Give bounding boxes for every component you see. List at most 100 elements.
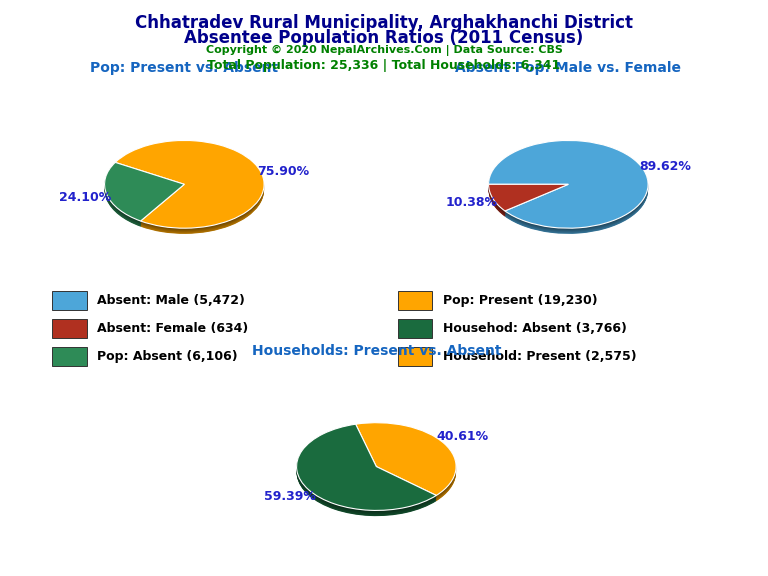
Wedge shape <box>296 427 436 513</box>
Wedge shape <box>488 185 568 211</box>
Wedge shape <box>104 166 184 225</box>
Wedge shape <box>115 144 264 232</box>
Wedge shape <box>488 142 648 230</box>
Text: 24.10%: 24.10% <box>59 191 111 204</box>
Wedge shape <box>296 430 436 516</box>
Wedge shape <box>488 187 568 213</box>
Wedge shape <box>115 145 264 233</box>
Wedge shape <box>296 429 436 515</box>
Wedge shape <box>488 186 568 213</box>
Wedge shape <box>296 430 436 516</box>
Bar <box>52 291 87 310</box>
Wedge shape <box>488 143 648 230</box>
Wedge shape <box>296 426 436 512</box>
Wedge shape <box>356 423 456 497</box>
Wedge shape <box>115 143 264 231</box>
Wedge shape <box>488 185 568 212</box>
Wedge shape <box>115 145 264 233</box>
Wedge shape <box>488 145 648 233</box>
Text: Absent: Male (5,472): Absent: Male (5,472) <box>97 294 245 308</box>
Wedge shape <box>356 423 456 496</box>
Wedge shape <box>115 146 264 233</box>
Text: Chhatradev Rural Municipality, Arghakhanchi District: Chhatradev Rural Municipality, Arghakhan… <box>135 14 633 32</box>
Title: Households: Present vs. Absent: Households: Present vs. Absent <box>252 343 501 358</box>
Wedge shape <box>356 426 456 499</box>
Text: 40.61%: 40.61% <box>437 430 489 444</box>
Wedge shape <box>296 429 436 515</box>
Bar <box>398 347 432 366</box>
Wedge shape <box>488 144 648 232</box>
Wedge shape <box>488 190 568 217</box>
Wedge shape <box>296 424 436 510</box>
Wedge shape <box>488 184 568 211</box>
Wedge shape <box>104 166 184 224</box>
Wedge shape <box>115 141 264 229</box>
Bar <box>398 291 432 310</box>
Bar <box>398 319 432 338</box>
Wedge shape <box>104 167 184 226</box>
Wedge shape <box>488 189 568 215</box>
Wedge shape <box>488 145 648 233</box>
Text: Househod: Absent (3,766): Househod: Absent (3,766) <box>442 322 627 335</box>
Wedge shape <box>488 141 648 229</box>
Title: Absent Pop: Male vs. Female: Absent Pop: Male vs. Female <box>455 61 681 75</box>
Text: Copyright © 2020 NepalArchives.Com | Data Source: CBS: Copyright © 2020 NepalArchives.Com | Dat… <box>206 45 562 56</box>
Wedge shape <box>115 141 264 228</box>
Wedge shape <box>488 144 648 232</box>
Wedge shape <box>488 143 648 231</box>
Wedge shape <box>104 168 184 226</box>
Text: Absent: Female (634): Absent: Female (634) <box>97 322 248 335</box>
Wedge shape <box>115 142 264 230</box>
Wedge shape <box>115 142 264 230</box>
Wedge shape <box>104 164 184 222</box>
Wedge shape <box>488 188 568 214</box>
Wedge shape <box>356 426 456 498</box>
Wedge shape <box>356 425 456 497</box>
Wedge shape <box>104 166 184 225</box>
Text: Total Population: 25,336 | Total Households: 6,341: Total Population: 25,336 | Total Househo… <box>207 59 561 73</box>
Wedge shape <box>488 187 568 214</box>
Wedge shape <box>356 429 456 501</box>
Text: Household: Present (2,575): Household: Present (2,575) <box>442 350 637 363</box>
Wedge shape <box>488 141 648 229</box>
Wedge shape <box>488 146 648 233</box>
Wedge shape <box>104 165 184 224</box>
Wedge shape <box>104 163 184 222</box>
Wedge shape <box>296 425 436 511</box>
Text: 89.62%: 89.62% <box>639 160 691 173</box>
Wedge shape <box>488 185 568 213</box>
Wedge shape <box>104 168 184 227</box>
Wedge shape <box>115 141 264 229</box>
Wedge shape <box>296 428 436 514</box>
Wedge shape <box>104 165 184 223</box>
Wedge shape <box>296 427 436 513</box>
Wedge shape <box>356 427 456 500</box>
Wedge shape <box>296 425 436 511</box>
Bar <box>52 347 87 366</box>
Wedge shape <box>356 423 456 495</box>
Wedge shape <box>488 188 568 215</box>
Text: 59.39%: 59.39% <box>263 490 316 503</box>
Title: Pop: Present vs. Absent: Pop: Present vs. Absent <box>91 61 278 75</box>
Wedge shape <box>115 146 264 234</box>
Text: 10.38%: 10.38% <box>445 196 498 209</box>
Wedge shape <box>296 426 436 512</box>
Wedge shape <box>356 424 456 497</box>
Wedge shape <box>296 427 436 514</box>
Text: Pop: Present (19,230): Pop: Present (19,230) <box>442 294 598 308</box>
Wedge shape <box>104 164 184 223</box>
Wedge shape <box>356 426 456 499</box>
Wedge shape <box>488 146 648 234</box>
Wedge shape <box>488 141 648 228</box>
Wedge shape <box>488 142 648 230</box>
Wedge shape <box>356 425 456 498</box>
Wedge shape <box>356 428 456 501</box>
Wedge shape <box>488 188 568 215</box>
Text: 75.90%: 75.90% <box>257 165 310 178</box>
Bar <box>52 319 87 338</box>
Wedge shape <box>115 143 264 230</box>
Wedge shape <box>115 144 264 232</box>
Wedge shape <box>356 427 456 500</box>
Text: Absentee Population Ratios (2011 Census): Absentee Population Ratios (2011 Census) <box>184 29 584 47</box>
Wedge shape <box>488 190 568 216</box>
